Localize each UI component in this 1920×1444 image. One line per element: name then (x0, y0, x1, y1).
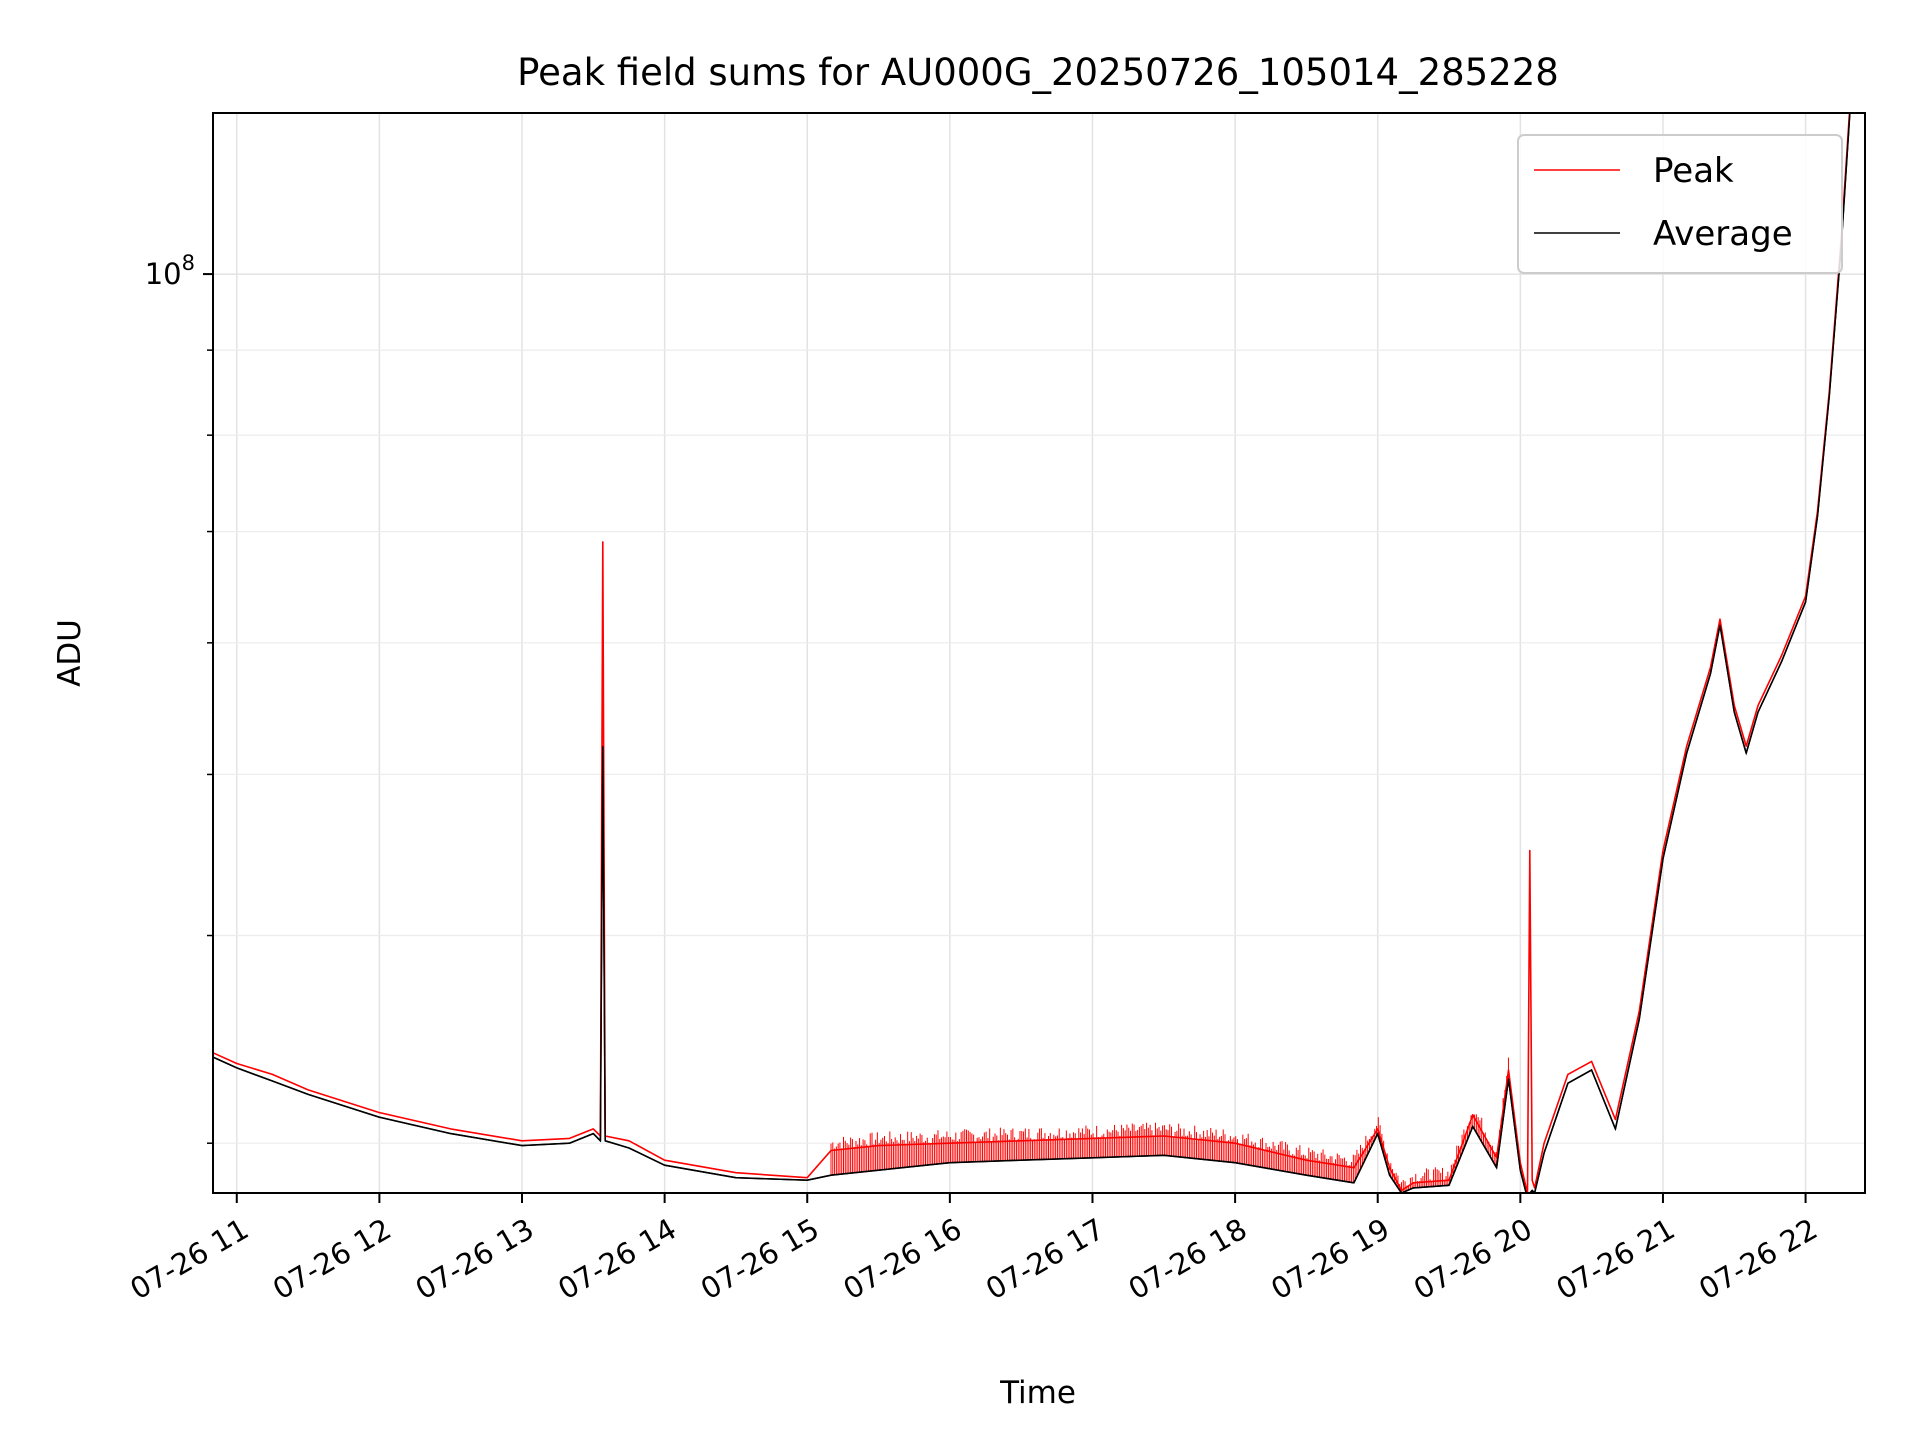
y-tick-label-exponent: 8 (182, 251, 195, 275)
grid-layer (213, 113, 1865, 1193)
y-axis-title: ADU (52, 619, 88, 687)
plot-frame (212, 112, 1866, 1194)
chart-title: Peak field sums for AU000G_20250726_1050… (517, 51, 1559, 94)
legend: Peak Average (1517, 134, 1843, 274)
legend-label-peak: Peak (1653, 151, 1734, 191)
noise-band-layer (830, 1057, 1509, 1193)
series-layer (213, 113, 1851, 1193)
legend-label-average: Average (1653, 214, 1793, 254)
series-line-average-overlay (213, 113, 1851, 1193)
x-axis-title: Time (999, 1375, 1076, 1411)
